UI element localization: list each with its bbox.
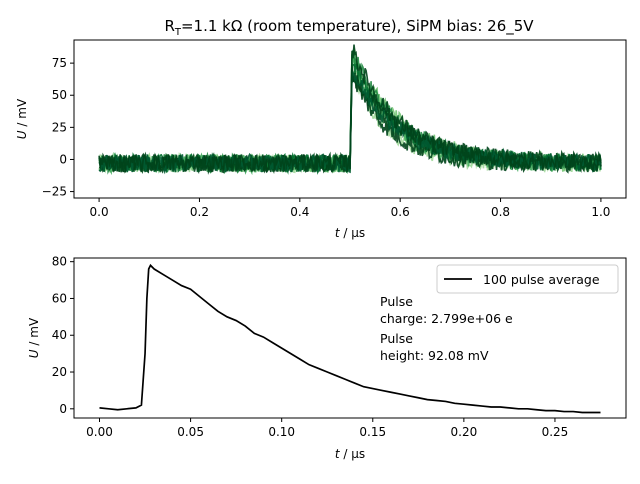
top-axes-frame bbox=[73, 39, 627, 199]
legend: 100 pulse average bbox=[436, 264, 619, 294]
bottom-y-axis-label: U / mV bbox=[27, 317, 41, 358]
top-x-ticks: 0.0 0.2 0.4 0.6 0.8 1.0 bbox=[90, 198, 610, 219]
x-tick-label: 0.20 bbox=[451, 425, 478, 439]
x-tick-label: 0.6 bbox=[391, 205, 410, 219]
top-traces bbox=[98, 44, 602, 176]
bottom-y-ticks: 0 20 40 60 80 bbox=[52, 255, 74, 416]
y-tick-label: 20 bbox=[52, 365, 67, 379]
annotation-height: Pulse height: 92.08 mV bbox=[380, 331, 489, 363]
bottom-x-ticks: 0.00 0.05 0.10 0.15 0.20 0.25 bbox=[86, 418, 568, 439]
x-tick-label: 0.8 bbox=[491, 205, 510, 219]
y-tick-label: −25 bbox=[42, 185, 67, 199]
y-tick-label: 75 bbox=[52, 56, 67, 70]
top-y-axis-label: U / mV bbox=[15, 98, 29, 139]
bottom-plot: 0.00 0.05 0.10 0.15 0.20 0.25 0 20 40 60 80 t / μ… bbox=[27, 255, 627, 461]
top-plot: 0.0 0.2 0.4 0.6 0.8 1.0 −25 0 25 50 75 t / μs U /… bbox=[15, 39, 627, 240]
x-tick-label: 0.00 bbox=[86, 425, 113, 439]
y-tick-label: 80 bbox=[52, 255, 67, 269]
chart-title: RT=1.1 kΩ (room temperature), SiPM bias:… bbox=[164, 17, 534, 38]
y-tick-label: 0 bbox=[59, 402, 67, 416]
x-tick-label: 0.15 bbox=[359, 425, 386, 439]
bottom-x-axis-label: t / μs bbox=[335, 447, 365, 461]
average-pulse-line bbox=[99, 263, 601, 414]
bottom-traces bbox=[99, 263, 601, 414]
x-tick-label: 0.05 bbox=[177, 425, 204, 439]
title-main: R bbox=[164, 17, 174, 35]
title-rest: =1.1 kΩ (room temperature), SiPM bias: 2… bbox=[181, 17, 534, 36]
x-tick-label: 0.4 bbox=[290, 205, 309, 219]
legend-label: 100 pulse average bbox=[483, 272, 600, 287]
title-subscript: T bbox=[174, 27, 182, 38]
y-tick-label: 40 bbox=[52, 328, 67, 342]
annotation-charge: Pulse charge: 2.799e+06 e bbox=[380, 294, 513, 326]
y-tick-label: 50 bbox=[52, 88, 67, 102]
x-tick-label: 0.25 bbox=[542, 425, 569, 439]
x-tick-label: 0.2 bbox=[190, 205, 209, 219]
bottom-axes-frame bbox=[73, 257, 627, 419]
y-tick-label: 60 bbox=[52, 291, 67, 305]
y-tick-label: 0 bbox=[59, 152, 67, 166]
y-tick-label: 25 bbox=[52, 120, 67, 134]
x-tick-label: 0.10 bbox=[268, 425, 295, 439]
top-x-axis-label: t / μs bbox=[335, 226, 365, 240]
top-y-ticks: −25 0 25 50 75 bbox=[42, 56, 74, 199]
x-tick-label: 0.0 bbox=[90, 205, 109, 219]
pulse-trace-9 bbox=[98, 44, 602, 175]
legend-box bbox=[436, 264, 619, 294]
x-tick-label: 1.0 bbox=[591, 205, 610, 219]
